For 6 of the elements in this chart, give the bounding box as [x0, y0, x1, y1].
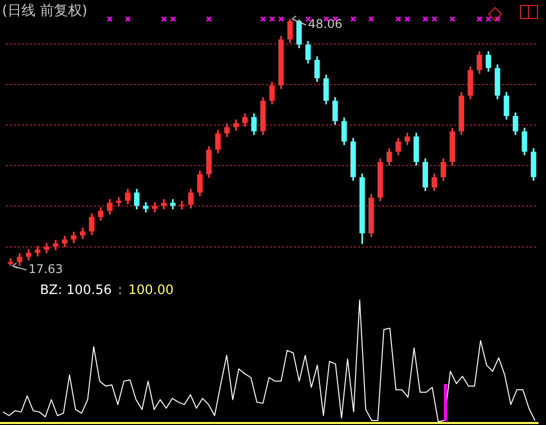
annotation: 17.63 [28, 262, 63, 276]
chart-title: (日线 前复权) [2, 2, 88, 20]
text: BZ: 100.56 [40, 283, 112, 298]
annotation: 48.06 [308, 17, 342, 32]
text: 100.00 [128, 283, 174, 298]
text: : [118, 283, 122, 298]
